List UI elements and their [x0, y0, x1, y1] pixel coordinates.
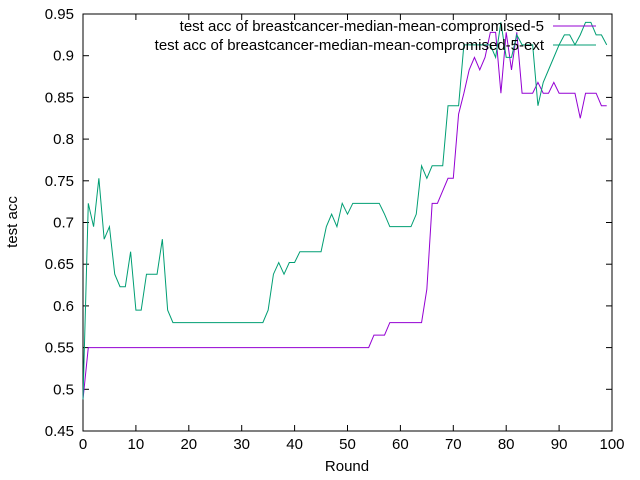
x-tick-label: 30: [233, 436, 250, 453]
series-line-1: [82, 31, 607, 400]
y-tick-label: 0.7: [53, 215, 74, 232]
y-tick-label: 0.85: [45, 89, 74, 106]
y-tick-label: 0.75: [45, 173, 74, 190]
plot-frame: [82, 13, 613, 432]
series-layer: [82, 21, 608, 400]
x-tick-label: 60: [392, 436, 409, 453]
x-tick-label: 0: [79, 436, 87, 453]
y-tick-label: 0.5: [53, 381, 74, 398]
y-tick-label: 0.55: [45, 340, 74, 357]
x-tick-label: 40: [286, 436, 303, 453]
axis-ticks: 0 10 20 30 40 50 60 70 80 90 100 0.45 0.5 0.55 0.6 0.65…: [45, 6, 625, 453]
legend-label-1: test acc of breastcancer-median-mean-com…: [180, 18, 544, 35]
y-tick-label: 0.8: [53, 131, 74, 148]
y-tick-label: 0.95: [45, 6, 74, 23]
y-tick-label: 0.6: [53, 298, 74, 315]
y-tick-label: 0.9: [53, 48, 74, 65]
x-tick-label: 80: [498, 436, 515, 453]
y-tick-label: 0.65: [45, 256, 74, 273]
legend: test acc of breastcancer-median-mean-com…: [155, 18, 596, 54]
x-tick-label: 100: [599, 436, 624, 453]
x-tick-label: 10: [128, 436, 145, 453]
x-tick-label: 50: [339, 436, 356, 453]
x-axis-title: Round: [325, 458, 369, 475]
y-tick-label: 0.45: [45, 423, 74, 440]
series-line-2: [82, 21, 608, 400]
x-tick-label: 90: [551, 436, 568, 453]
y-axis-title: test acc: [4, 196, 21, 248]
x-tick-label: 20: [180, 436, 197, 453]
x-tick-label: 70: [445, 436, 462, 453]
legend-label-2: test acc of breastcancer-median-mean-com…: [155, 37, 545, 54]
